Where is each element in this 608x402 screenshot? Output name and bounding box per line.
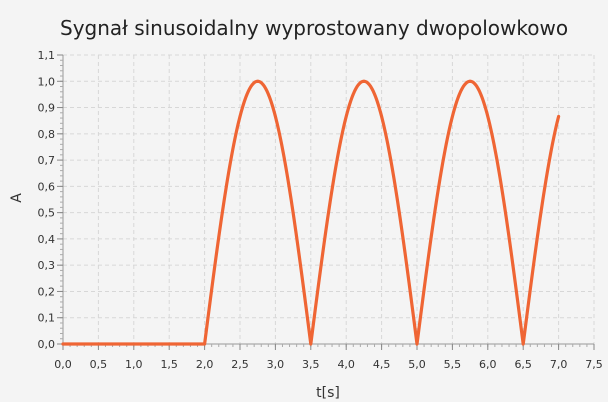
y-tick-label: 1,1: [38, 49, 56, 62]
x-tick-label: 7,0: [550, 358, 568, 371]
x-tick-label: 1,0: [125, 358, 143, 371]
x-tick-label: 2,5: [231, 358, 249, 371]
y-tick-label: 0,1: [38, 312, 56, 325]
y-tick-label: 0,2: [38, 285, 56, 298]
y-tick-label: 1,0: [38, 75, 56, 88]
x-axis-label: t[s]: [316, 385, 340, 401]
x-tick-label: 3,0: [267, 358, 285, 371]
grid: [63, 54, 595, 344]
y-axis-label: A: [9, 193, 25, 203]
x-tick-label: 5,0: [408, 358, 426, 371]
x-tick-label: 5,5: [444, 358, 462, 371]
x-tick-label: 0,0: [54, 358, 72, 371]
y-tick-label: 0,4: [38, 233, 56, 246]
y-tick-label: 0,0: [38, 338, 56, 351]
x-tick-label: 1,5: [160, 358, 178, 371]
y-tick-label: 0,8: [38, 128, 56, 141]
x-tick-label: 6,5: [514, 358, 532, 371]
y-tick-label: 0,7: [38, 154, 56, 167]
series-line: [61, 79, 561, 346]
y-tick-label: 0,9: [38, 102, 56, 115]
y-tick-label: 0,5: [38, 207, 56, 220]
x-tick-label: 2,0: [196, 358, 214, 371]
x-tick-label: 4,0: [337, 358, 355, 371]
x-tick-label: 3,5: [302, 358, 320, 371]
x-tick-label: 4,5: [373, 358, 391, 371]
series-group: [61, 79, 561, 346]
x-tick-label: 0,5: [90, 358, 108, 371]
y-tick-label: 0,6: [38, 180, 56, 193]
chart-title: Sygnał sinusoidalny wyprostowany dwopolo…: [60, 16, 568, 40]
x-tick-label: 7,5: [585, 358, 603, 371]
axes: 0,0 0,5 1,0 1,5 2,0 2,5 3,0 3,5 4,0 4,5 5,0 5,5 6,0 6…: [38, 49, 603, 371]
x-tick-label: 6,0: [479, 358, 497, 371]
y-tick-label: 0,3: [38, 259, 56, 272]
